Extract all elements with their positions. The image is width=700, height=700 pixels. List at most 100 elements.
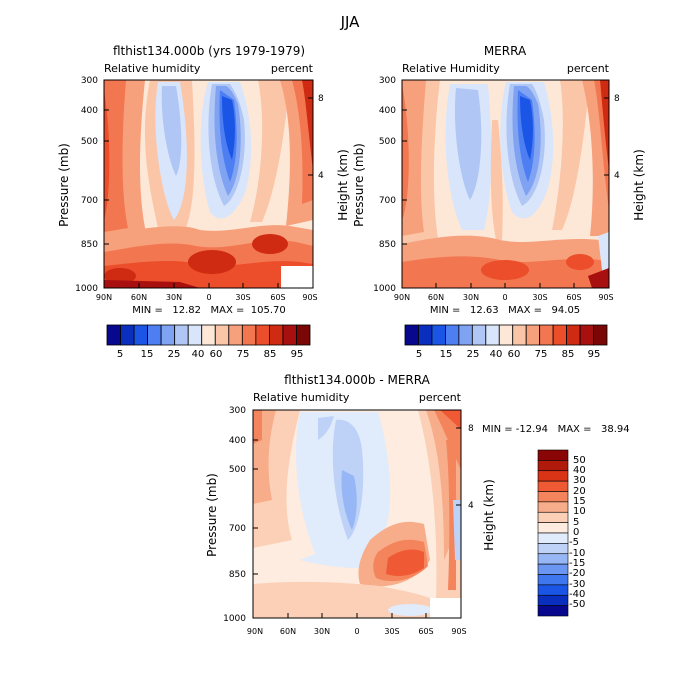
panel-1-y-tick: 700 (81, 196, 98, 206)
panel-2-field (402, 80, 609, 288)
colorbar-box (537, 522, 569, 534)
panel-3-colorbar-labels: 50 40 30 20 15 10 5 0 -5 -10 -15 -20 -30… (569, 455, 586, 610)
panel-3-x-tick: 0 (354, 627, 359, 636)
panel-2-y-tick: 850 (379, 240, 396, 250)
panel-2-x-tick: 90N (394, 293, 410, 302)
panel-1-y2-axis-label: Height (km) (336, 149, 350, 220)
colorbar-box (537, 501, 569, 513)
colorbar-box (579, 324, 594, 346)
panel-1-y2-ticks: 8 4 (308, 94, 324, 181)
colorbar-box (537, 460, 569, 472)
colorbar-label: -30 (569, 579, 585, 590)
colorbar-box (537, 470, 569, 482)
panel-1-left-label: Relative humidity (104, 62, 201, 75)
panel-3-title: flthist134.000b - MERRA (284, 373, 430, 387)
panel-2-y2-ticks: 8 4 (604, 94, 620, 181)
panel-2-y-tick: 400 (379, 106, 396, 116)
panel-3-y-axis-label: Pressure (mb) (205, 473, 219, 557)
panel-1-x-tick: 60S (270, 293, 285, 302)
panel-2-x-tick: 60S (566, 293, 581, 302)
panel-3-y-tick: 850 (229, 570, 246, 580)
panel-1-field (104, 80, 313, 288)
panel-3-x-tick: 60S (418, 627, 433, 636)
panel-3-x-tick: 30N (314, 627, 330, 636)
colorbar-label: 5 (117, 349, 123, 360)
panel-3-right-label: percent (419, 391, 462, 404)
colorbar-label: -5 (569, 537, 579, 548)
panel-3-y-ticks: 300 400 500 700 850 1000 (223, 406, 258, 624)
colorbar-label: -50 (569, 599, 585, 610)
panel-3-x-tick: 90S (451, 627, 466, 636)
panel-difference: flthist134.000b - MERRA Relative humidit… (205, 373, 630, 636)
colorbar-label: 40 (192, 349, 205, 360)
panel-3-y-tick: 400 (229, 436, 246, 446)
panel-3-x-ticks: 90N 60N 30N 0 30S 60S 90S (247, 613, 467, 636)
panel-2-x-tick: 60N (428, 293, 444, 302)
panel-1-y-tick: 300 (81, 76, 98, 86)
colorbar-label: -20 (569, 568, 585, 579)
panel-1-colorbar: 5 15 25 40 60 75 85 95 (106, 324, 311, 360)
colorbar-box (537, 491, 569, 503)
panel-1-x-tick: 90N (96, 293, 112, 302)
panel-2-y-tick: 300 (379, 76, 396, 86)
colorbar-box (539, 324, 554, 346)
panel-3-x-tick: 90N (247, 627, 263, 636)
colorbar-label: 95 (291, 349, 304, 360)
panel-3-left-label: Relative humidity (253, 391, 350, 404)
panel-2-colorbar-labels: 5 15 25 40 60 75 85 95 (416, 349, 601, 360)
colorbar-box (537, 511, 569, 523)
colorbar-box (537, 480, 569, 492)
colorbar-label: 5 (416, 349, 422, 360)
panel-2-x-tick: 30S (532, 293, 547, 302)
panel-1-x-tick: 0 (206, 293, 211, 302)
colorbar-box (525, 324, 541, 346)
colorbar-box (431, 324, 446, 346)
panel-3-y-tick: 700 (229, 524, 246, 534)
colorbar-box (187, 324, 203, 346)
colorbar-label: -10 (569, 548, 585, 559)
colorbar-label: 75 (535, 349, 548, 360)
colorbar-label: 15 (573, 496, 586, 507)
panel-1-y-tick: 400 (81, 106, 98, 116)
panel-2-y2-tick: 4 (614, 171, 620, 181)
panel-2-y-tick: 1000 (373, 284, 396, 294)
panel-2-left-label: Relative Humidity (402, 62, 500, 75)
colorbar-box (458, 324, 473, 346)
panel-2-x-tick: 0 (502, 293, 507, 302)
panel-2-y-tick: 500 (379, 137, 396, 147)
colorbar-box (537, 543, 569, 555)
panel-1-x-tick: 30S (235, 293, 250, 302)
panel-3-y-tick: 1000 (223, 614, 246, 624)
colorbar-label: 85 (562, 349, 575, 360)
panel-2-y-axis-label: Pressure (mb) (352, 143, 366, 227)
colorbar-box (537, 584, 569, 596)
colorbar-label: 15 (141, 349, 154, 360)
panel-3-colorbar-boxes (537, 449, 569, 617)
colorbar-box (228, 324, 243, 346)
colorbar-box (593, 324, 608, 346)
panel-1-y-tick: 850 (81, 240, 98, 250)
colorbar-box (282, 324, 297, 346)
colorbar-box (120, 324, 135, 346)
panel-1-y2-tick: 8 (318, 94, 324, 104)
panel-2-y-tick: 700 (379, 196, 396, 206)
colorbar-box (537, 563, 569, 575)
panel-2-y2-tick: 8 (614, 94, 620, 104)
panel-3-y2-tick: 8 (468, 424, 474, 434)
colorbar-box (133, 324, 149, 346)
panel-3-y2-tick: 4 (468, 501, 474, 511)
colorbar-box (201, 324, 216, 346)
panel-2-colorbar: 5 15 25 40 60 75 85 95 (404, 324, 608, 360)
colorbar-box (498, 324, 514, 346)
panel-1-stats: MIN = 12.82 MAX = 105.70 (132, 305, 286, 316)
panel-model: flthist134.000b (yrs 1979-1979) Relative… (57, 44, 350, 360)
colorbar-box (537, 574, 569, 586)
colorbar-box (296, 324, 311, 346)
panel-3-x-tick: 60N (280, 627, 296, 636)
panel-2-stats: MIN = 12.63 MAX = 94.05 (430, 305, 580, 316)
colorbar-box (174, 324, 189, 346)
panel-3-y2-axis-label: Height (km) (482, 479, 496, 550)
colorbar-box (537, 605, 569, 617)
colorbar-label: 10 (573, 506, 586, 517)
